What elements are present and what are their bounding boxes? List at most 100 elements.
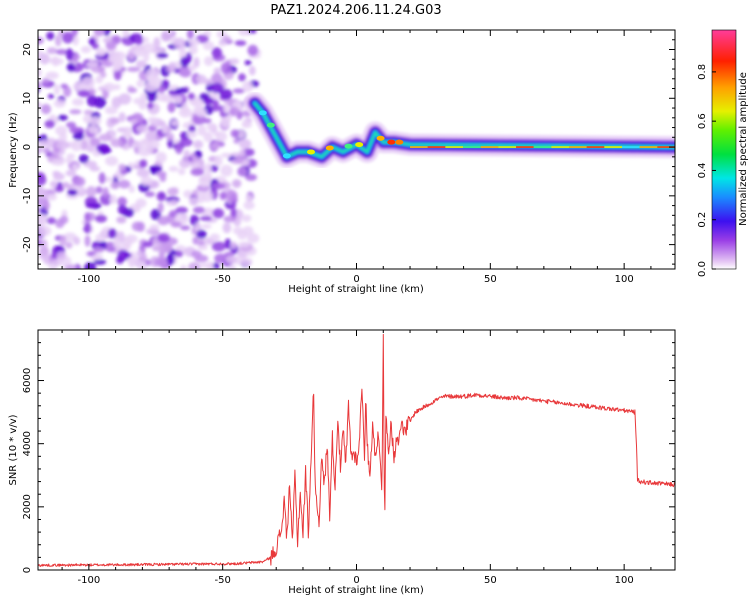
noise-blob [167,187,179,196]
noise-blob [187,92,195,100]
noise-blob [171,120,179,127]
noise-blob [56,140,70,150]
ridge-hotspot [325,145,334,151]
noise-blob [109,117,120,125]
noise-blob [117,196,127,207]
noise-blob [140,175,153,186]
noise-blob [205,162,212,174]
noise-blob [71,30,78,37]
noise-blob [214,253,228,264]
noise-blob [203,131,213,143]
noise-blob [136,250,144,257]
noise-blob [38,174,47,186]
noise-blob [40,103,52,115]
noise-blob [210,82,224,94]
noise-blob [53,84,61,95]
noise-blob [117,249,130,261]
noise-blob [157,215,170,226]
noise-blob [128,257,135,269]
noise-blob [207,261,214,269]
ridge-hotspot [266,122,275,128]
noise-blob [113,84,121,91]
spectrogram-ridge-layer [243,92,675,168]
noise-blob [242,81,254,93]
noise-blob [178,107,193,118]
noise-blob [63,232,77,242]
noise-blob [88,125,99,134]
noise-blob [175,87,189,94]
noise-blob [147,102,154,110]
x-tick-label: -50 [215,575,231,586]
noise-blob [130,118,138,125]
noise-blob [230,129,239,138]
noise-blob [118,179,131,189]
noise-blob [38,67,42,78]
noise-blob [180,225,191,231]
noise-blob [49,180,58,188]
x-tick-label: 0 [353,274,359,285]
noise-blob [221,152,232,158]
noise-blob [212,47,221,56]
noise-blob [168,61,176,73]
noise-blob [136,79,145,88]
noise-blob [237,229,248,240]
noise-blob [109,194,117,204]
noise-blob [171,221,182,227]
noise-blob [116,216,127,224]
noise-blob [105,156,119,166]
noise-blob [65,169,77,177]
noise-blob [188,197,200,206]
noise-blob [146,140,160,149]
noise-blob [63,86,72,98]
noise-blob [137,145,152,157]
noise-blob [222,35,231,42]
noise-blob [225,255,237,264]
noise-blob [174,142,183,155]
noise-blob [195,108,207,118]
noise-blob [112,51,126,61]
noise-blob [121,242,131,252]
noise-blob [84,262,97,269]
noise-blob [156,171,167,178]
spectrogram-x-ticks: -100 -50 0 50 100 [61,30,652,285]
noise-blob [232,179,242,188]
noise-blob [190,168,205,176]
y-tick-label: 20 [22,43,33,56]
noise-blob [157,85,166,94]
noise-blob [98,133,113,142]
x-tick-label: 0 [353,575,359,586]
noise-blob [72,163,79,171]
noise-blob [239,149,246,157]
noise-blob [137,261,147,269]
noise-blob [95,47,107,57]
noise-blob [67,189,78,196]
noise-blob [43,200,50,211]
noise-blob [73,236,81,245]
noise-blob [193,56,200,68]
noise-blob [136,124,148,133]
noise-blob [127,48,136,61]
noise-blob [139,159,148,168]
noise-blob [84,235,91,247]
noise-blob [238,138,252,149]
snr-x-axis-label: Height of straight line (km) [288,585,424,596]
noise-blob [242,159,250,166]
noise-blob [38,80,41,90]
noise-blob [230,159,245,165]
noise-blob [60,83,68,89]
noise-blob [84,212,91,222]
noise-blob [126,66,141,72]
noise-blob [51,57,64,65]
noise-blob [93,259,107,265]
noise-blob [232,88,245,94]
noise-blob [201,223,212,229]
colorbar-tick-label: 0.6 [697,113,708,129]
noise-blob [180,68,192,78]
x-tick-label: -50 [215,274,231,285]
noise-blob [99,193,113,206]
noise-blob [167,101,176,113]
noise-blob [238,73,246,82]
noise-blob [149,165,163,173]
y-tick-label: 6000 [22,368,33,393]
